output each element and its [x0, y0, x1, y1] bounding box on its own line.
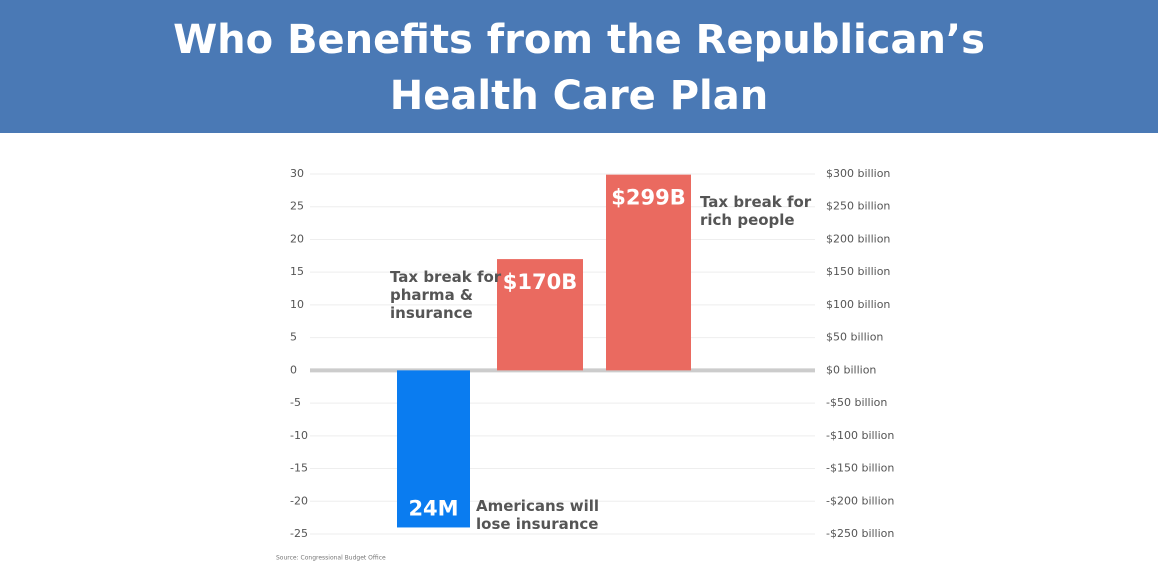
y2-tick-label: $50 billion [826, 331, 883, 344]
y2-tick-label: $200 billion [826, 232, 890, 245]
y-tick-label: 10 [290, 298, 304, 311]
y-tick-label: -25 [290, 527, 308, 540]
y2-tick-label: -$50 billion [826, 396, 887, 409]
y2-tick-label: -$200 billion [826, 494, 894, 507]
y-tick-label: 30 [290, 167, 304, 180]
chart-title: Who Benefits from the Republican’s Health… [173, 17, 985, 119]
value-label: $299B [611, 186, 685, 210]
annotation: Tax break for pharma & insurance [390, 268, 502, 322]
y2-tick-label: $100 billion [826, 298, 890, 311]
y2-tick-label: -$150 billion [826, 462, 894, 475]
y-tick-label: 20 [290, 232, 304, 245]
y-tick-label: 0 [290, 363, 297, 376]
bar [397, 370, 470, 528]
y-tick-label: -5 [290, 396, 301, 409]
value-label: $170B [503, 270, 577, 294]
bar [497, 259, 583, 371]
annotation: Tax break for rich people [700, 193, 812, 229]
y-tick-label: 5 [290, 331, 297, 344]
y2-tick-label: $0 billion [826, 363, 876, 376]
y-tick-label: 15 [290, 265, 304, 278]
source-note: Source: Congressional Budget Office [276, 555, 386, 562]
y-tick-label: -20 [290, 494, 308, 507]
y-tick-label: -15 [290, 462, 308, 475]
bar [606, 174, 691, 371]
header-band [0, 0, 1158, 133]
y2-tick-label: $150 billion [826, 265, 890, 278]
y2-tick-label: -$250 billion [826, 527, 894, 540]
y2-tick-label: -$100 billion [826, 429, 894, 442]
y-tick-label: -10 [290, 429, 308, 442]
y2-tick-label: $250 billion [826, 200, 890, 213]
annotation: Americans will lose insurance [476, 497, 599, 533]
y-tick-label: 25 [290, 200, 304, 213]
y2-tick-label: $300 billion [826, 167, 890, 180]
value-label: 24M [408, 496, 458, 520]
